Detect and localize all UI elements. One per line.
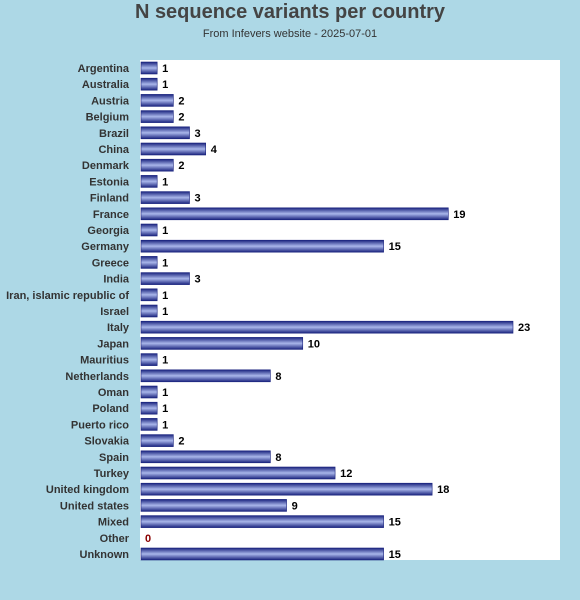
bar xyxy=(140,547,384,561)
category-label: Greece xyxy=(92,257,129,269)
category-label: United states xyxy=(60,500,129,512)
value-label: 23 xyxy=(518,322,530,334)
category-label: France xyxy=(93,209,129,221)
category-label: China xyxy=(98,144,129,156)
bar xyxy=(140,142,206,156)
bar xyxy=(140,61,158,75)
bar xyxy=(140,191,190,204)
bar xyxy=(140,369,271,383)
category-label: Unknown xyxy=(80,549,130,561)
category-label: Belgium xyxy=(86,112,130,124)
chart-title: N sequence variants per country xyxy=(134,1,446,23)
bar xyxy=(140,288,158,302)
value-label: 3 xyxy=(195,193,201,205)
category-label: Spain xyxy=(99,452,129,464)
category-label: Italy xyxy=(107,322,130,334)
category-label: Mixed xyxy=(98,517,129,529)
value-label: 2 xyxy=(178,112,184,124)
value-label: 12 xyxy=(340,468,352,480)
value-label: 2 xyxy=(178,95,184,107)
category-label: Finland xyxy=(90,193,129,205)
bar xyxy=(140,499,287,512)
chart-subtitle: From Infevers website - 2025-07-01 xyxy=(202,28,378,40)
value-label: 1 xyxy=(162,355,168,367)
category-label: Poland xyxy=(92,403,129,415)
bar xyxy=(140,304,158,318)
bar xyxy=(140,256,158,269)
value-label: 9 xyxy=(292,500,298,512)
value-label: 1 xyxy=(162,419,168,431)
category-label: Estonia xyxy=(89,176,130,188)
value-label: 19 xyxy=(453,209,465,221)
category-label: Mauritius xyxy=(80,355,129,367)
bar xyxy=(140,126,190,140)
bar xyxy=(140,239,384,253)
value-label: 1 xyxy=(162,387,168,399)
bar xyxy=(140,515,384,528)
value-label: 1 xyxy=(162,176,168,188)
category-label: Israel xyxy=(100,306,129,318)
value-label: 8 xyxy=(275,452,281,464)
value-label: 4 xyxy=(211,144,218,156)
value-label: 15 xyxy=(389,549,401,561)
value-label: 8 xyxy=(275,371,281,383)
value-label: 0 xyxy=(145,533,151,545)
value-label: 1 xyxy=(162,79,168,91)
category-label: Iran, islamic republic of xyxy=(6,290,129,302)
category-label: Denmark xyxy=(82,160,130,172)
value-label: 3 xyxy=(195,274,201,286)
value-label: 2 xyxy=(178,160,184,172)
value-label: 1 xyxy=(162,290,168,302)
bar xyxy=(140,110,174,123)
category-label: Slovakia xyxy=(84,436,130,448)
category-label: Georgia xyxy=(87,225,129,237)
bar xyxy=(140,353,158,366)
value-label: 15 xyxy=(389,241,401,253)
bar xyxy=(140,482,433,496)
category-label: Austria xyxy=(91,95,130,107)
category-label: Netherlands xyxy=(65,371,129,383)
value-label: 1 xyxy=(162,306,168,318)
bar xyxy=(140,223,158,237)
value-label: 3 xyxy=(195,128,201,140)
value-label: 1 xyxy=(162,403,168,415)
bar xyxy=(140,385,158,399)
category-label: Argentina xyxy=(78,63,130,75)
bar xyxy=(140,401,158,415)
bar xyxy=(140,175,158,188)
category-label: Oman xyxy=(98,387,129,399)
bar xyxy=(140,207,449,221)
value-label: 1 xyxy=(162,63,168,75)
value-label: 18 xyxy=(437,484,449,496)
bar xyxy=(140,466,336,480)
category-label: Puerto rico xyxy=(71,419,129,431)
category-label: Australia xyxy=(82,79,130,91)
bar xyxy=(140,272,190,285)
value-label: 1 xyxy=(162,225,168,237)
bar xyxy=(140,158,174,172)
category-label: Germany xyxy=(81,241,130,253)
category-label: United kingdom xyxy=(46,484,129,496)
value-label: 1 xyxy=(162,257,168,269)
category-label: Brazil xyxy=(99,128,129,140)
bar xyxy=(140,94,174,107)
bar xyxy=(140,320,514,334)
bar xyxy=(140,434,174,447)
bar xyxy=(140,77,158,91)
category-label: Japan xyxy=(97,338,129,350)
value-label: 15 xyxy=(389,517,401,529)
value-label: 10 xyxy=(308,338,320,350)
category-label: Turkey xyxy=(94,468,130,480)
bar xyxy=(140,450,271,464)
category-label: India xyxy=(103,274,130,286)
category-label: Other xyxy=(100,533,130,545)
value-label: 2 xyxy=(178,436,184,448)
bar xyxy=(140,418,158,431)
bar xyxy=(140,337,304,350)
